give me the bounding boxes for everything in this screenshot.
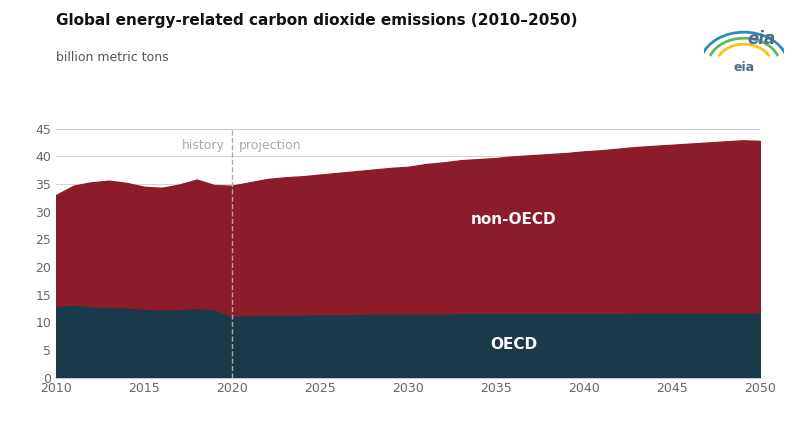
Text: OECD: OECD bbox=[490, 337, 537, 352]
Text: billion metric tons: billion metric tons bbox=[56, 51, 169, 64]
Text: history: history bbox=[182, 139, 225, 152]
Text: eia: eia bbox=[748, 30, 776, 48]
Text: Global energy-related carbon dioxide emissions (2010–2050): Global energy-related carbon dioxide emi… bbox=[56, 13, 578, 28]
Text: non-OECD: non-OECD bbox=[470, 212, 557, 227]
Text: projection: projection bbox=[239, 139, 302, 152]
Text: eia: eia bbox=[734, 61, 754, 74]
